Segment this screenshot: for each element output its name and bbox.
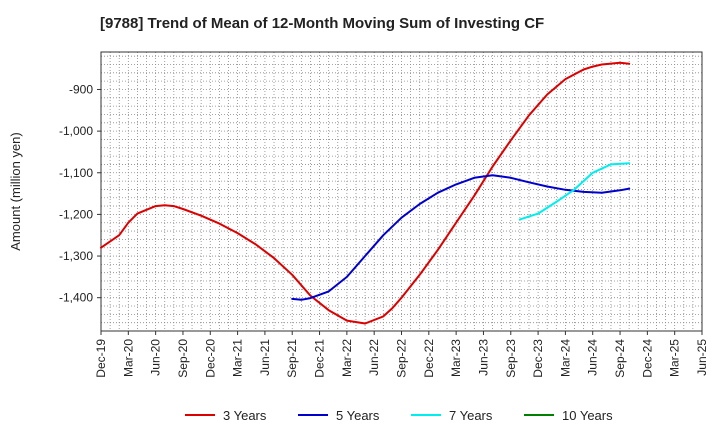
x-tick-label: Jun-20 bbox=[149, 339, 163, 376]
x-tick-label: Dec-24 bbox=[640, 339, 654, 378]
y-axis-ticks: -900 -1,000 -1,100 -1,200 -1,300 -1,400 bbox=[59, 82, 101, 305]
x-tick-label: Sep-20 bbox=[176, 339, 190, 378]
chart-title: [9788] Trend of Mean of 12-Month Moving … bbox=[100, 15, 544, 32]
x-tick-label: Dec-19 bbox=[94, 339, 108, 378]
x-tick-label: Jun-25 bbox=[695, 339, 709, 376]
series-lines bbox=[100, 61, 631, 325]
x-tick-label: Sep-21 bbox=[285, 339, 299, 378]
y-tick-label: -1,400 bbox=[59, 291, 93, 305]
y-tick-label: -1,200 bbox=[59, 207, 93, 221]
x-tick-label: Dec-22 bbox=[422, 339, 436, 378]
legend: 3 Years 5 Years 7 Years 10 Years bbox=[185, 408, 613, 423]
x-axis-ticks: Dec-19 Mar-20 Jun-20 Sep-20 Dec-20 Mar-21 Jun-… bbox=[94, 331, 709, 378]
legend-label: 5 Years bbox=[336, 408, 380, 423]
x-tick-label: Sep-22 bbox=[395, 339, 409, 378]
x-tick-label: Sep-24 bbox=[613, 339, 627, 378]
legend-label: 3 Years bbox=[223, 408, 267, 423]
x-tick-label: Sep-23 bbox=[504, 339, 518, 378]
y-tick-label: -900 bbox=[69, 82, 93, 96]
y-tick-label: -1,000 bbox=[59, 124, 93, 138]
series-line-7-years bbox=[518, 162, 631, 221]
x-tick-label: Jun-22 bbox=[367, 339, 381, 376]
y-tick-label: -1,300 bbox=[59, 249, 93, 263]
x-tick-label: Mar-21 bbox=[231, 339, 245, 377]
y-tick-label: -1,100 bbox=[59, 166, 93, 180]
x-tick-label: Jun-24 bbox=[586, 339, 600, 376]
x-tick-label: Jun-23 bbox=[476, 339, 490, 376]
x-tick-label: Mar-25 bbox=[668, 339, 682, 377]
legend-label: 7 Years bbox=[449, 408, 493, 423]
y-axis-label: Amount (million yen) bbox=[8, 132, 23, 251]
x-tick-label: Mar-22 bbox=[340, 339, 354, 377]
x-tick-label: Mar-24 bbox=[558, 339, 572, 377]
x-tick-label: Dec-20 bbox=[203, 339, 217, 378]
x-tick-label: Jun-21 bbox=[258, 339, 272, 376]
x-tick-label: Mar-23 bbox=[449, 339, 463, 377]
series-line-5-years bbox=[291, 174, 631, 301]
x-tick-label: Dec-21 bbox=[313, 339, 327, 378]
x-tick-label: Mar-20 bbox=[121, 339, 135, 377]
x-tick-label: Dec-23 bbox=[531, 339, 545, 378]
legend-label: 10 Years bbox=[562, 408, 613, 423]
series-line-3-years bbox=[100, 61, 631, 325]
